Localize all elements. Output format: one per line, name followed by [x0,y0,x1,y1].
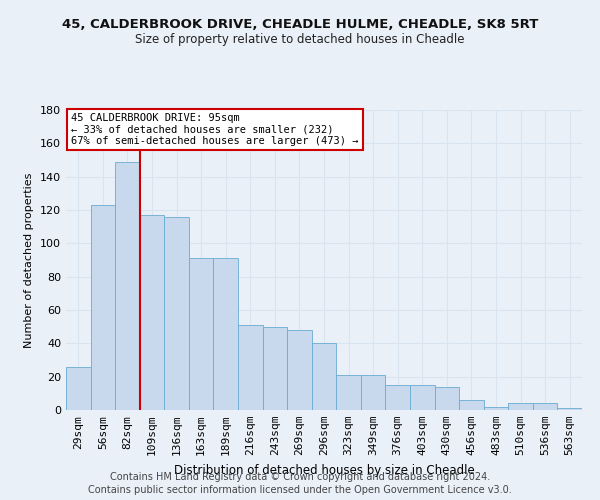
Bar [66,366,91,410]
Text: 45, CALDERBROOK DRIVE, CHEADLE HULME, CHEADLE, SK8 5RT: 45, CALDERBROOK DRIVE, CHEADLE HULME, CH… [62,18,538,30]
Bar [115,162,140,410]
Bar [287,330,312,410]
Bar [385,385,410,410]
Bar [459,400,484,410]
Bar [336,375,361,410]
Bar [410,385,434,410]
Bar [91,205,115,410]
Text: Size of property relative to detached houses in Cheadle: Size of property relative to detached ho… [135,32,465,46]
Text: Contains public sector information licensed under the Open Government Licence v3: Contains public sector information licen… [88,485,512,495]
Bar [312,344,336,410]
X-axis label: Distribution of detached houses by size in Cheadle: Distribution of detached houses by size … [173,464,475,476]
Text: 45 CALDERBROOK DRIVE: 95sqm
← 33% of detached houses are smaller (232)
67% of se: 45 CALDERBROOK DRIVE: 95sqm ← 33% of det… [71,113,359,146]
Bar [238,325,263,410]
Y-axis label: Number of detached properties: Number of detached properties [25,172,34,348]
Bar [214,258,238,410]
Bar [508,404,533,410]
Text: Contains HM Land Registry data © Crown copyright and database right 2024.: Contains HM Land Registry data © Crown c… [110,472,490,482]
Bar [434,386,459,410]
Bar [533,404,557,410]
Bar [557,408,582,410]
Bar [164,216,189,410]
Bar [263,326,287,410]
Bar [484,406,508,410]
Bar [189,258,214,410]
Bar [140,215,164,410]
Bar [361,375,385,410]
